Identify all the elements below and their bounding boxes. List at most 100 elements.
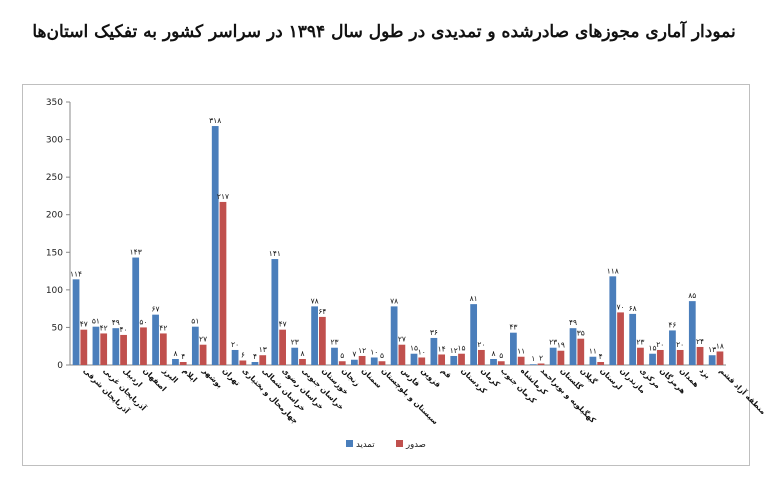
bar-sodour [318,316,326,365]
bar-tamdid [271,259,279,365]
data-label-tamdid: ۳۶ [430,328,438,337]
bar-tamdid [589,356,597,365]
bar-tamdid [311,306,318,365]
data-label-tamdid: ۱۰ [370,347,378,356]
data-label-sodour: ۷۰ [617,302,625,311]
bar-tamdid [569,328,577,365]
data-label-sodour: ۲ [539,353,543,362]
bar-sodour [696,346,704,365]
y-tick-label: 100 [46,286,63,296]
bar-sodour [279,329,286,365]
bar-tamdid [390,306,398,365]
data-label-tamdid: ۱۱۴ [70,269,82,278]
bar-tamdid [450,355,458,365]
data-label-sodour: ۲۰ [656,340,664,349]
bar-sodour [676,349,684,365]
x-tick-label: قم [439,366,453,380]
bar-sodour [716,351,724,365]
y-tick-label: 150 [46,248,63,258]
data-label-sodour: ۲۱۷ [217,192,229,201]
bar-sodour [358,355,366,365]
data-label-tamdid: ۸ [491,349,495,358]
data-label-tamdid: ۷۸ [390,296,398,305]
data-label-tamdid: ۱۴۳ [130,248,142,257]
bar-tamdid [470,304,478,365]
data-label-tamdid: ۱۱۸ [607,266,619,275]
bar-sodour [418,357,426,365]
data-label-sodour: ۲۷ [199,335,207,344]
data-label-sodour: ۸ [300,349,304,358]
data-label-tamdid: ۴۶ [668,320,676,329]
data-label-sodour: ۳۵ [577,329,585,338]
bar-tamdid [291,347,299,365]
data-label-sodour: ۲۰ [676,340,684,349]
bar-tamdid [430,337,438,365]
bar-tamdid [350,359,358,365]
x-tick-label: تهران [221,366,243,388]
bar-tamdid [529,364,537,365]
bar-sodour [438,354,446,365]
bar-tamdid [211,126,219,365]
y-tick-label: 50 [52,323,64,333]
bar-tamdid [152,314,159,365]
data-label-tamdid: ۱۳ [708,345,716,354]
bar-sodour [219,201,227,365]
bar-sodour [617,312,624,365]
data-label-sodour: ۴۷ [279,320,287,329]
x-tick-label: ایلام [181,366,199,384]
data-label-tamdid: ۵۱ [92,317,100,326]
data-label-tamdid: ۸۵ [688,291,696,300]
bar-tamdid [549,347,557,365]
bar-sodour [656,349,664,365]
bar-sodour [100,333,108,365]
legend-label-tamdid: تمدید [356,440,375,450]
data-label-tamdid: ۴ [253,352,257,361]
x-tick-label: سمنان [360,366,384,390]
data-label-tamdid: ۱۱ [589,347,597,356]
bar-sodour [338,361,346,365]
data-label-sodour: ۱۲ [358,346,366,355]
y-tick-label: 0 [57,361,63,371]
data-label-tamdid: ۲۳ [549,338,557,347]
data-label-tamdid: ۳۱۸ [209,116,221,125]
bar-tamdid [370,357,378,365]
legend-swatch-tamdid [346,440,353,447]
data-label-sodour: ۵۰ [139,317,147,326]
bar-tamdid [629,313,637,365]
legend-label-sodour: صدور [405,440,426,450]
bar-sodour [140,327,147,365]
y-tick-label: 300 [46,136,63,146]
bar-sodour [80,329,88,365]
data-label-sodour: ۲۰ [477,340,485,349]
bar-sodour [637,347,644,365]
data-label-tamdid: ۷ [352,350,356,359]
data-label-sodour: ۵ [340,351,344,360]
data-label-sodour: ۱۰ [418,347,426,356]
data-label-sodour: ۵ [499,351,503,360]
data-label-sodour: ۲۳ [636,338,644,347]
x-tick-label: قزوین [419,366,442,389]
bar-sodour [179,361,187,365]
bar-tamdid [410,353,418,365]
data-label-sodour: ۴۲ [159,323,167,332]
bar-sodour [517,356,525,365]
chart-area [22,84,750,466]
bar-tamdid [609,276,617,365]
data-label-tamdid: ۴۳ [509,323,517,332]
bar-tamdid [112,328,120,365]
x-tick-label: منطقه آزاد قشم [718,365,768,416]
data-label-sodour: ۱۳ [259,345,267,354]
bar-tamdid [92,326,100,365]
bar-sodour [378,361,386,365]
y-tick-label: 350 [46,98,63,108]
bar-sodour [299,358,306,365]
bar-sodour [577,338,585,365]
data-label-tamdid: ۲۰ [231,340,239,349]
bar-tamdid [72,279,80,365]
bar-sodour [398,344,406,365]
bar-sodour [239,360,247,365]
bar-tamdid [251,361,259,365]
bar-sodour [537,363,545,365]
bar-sodour [497,361,505,365]
